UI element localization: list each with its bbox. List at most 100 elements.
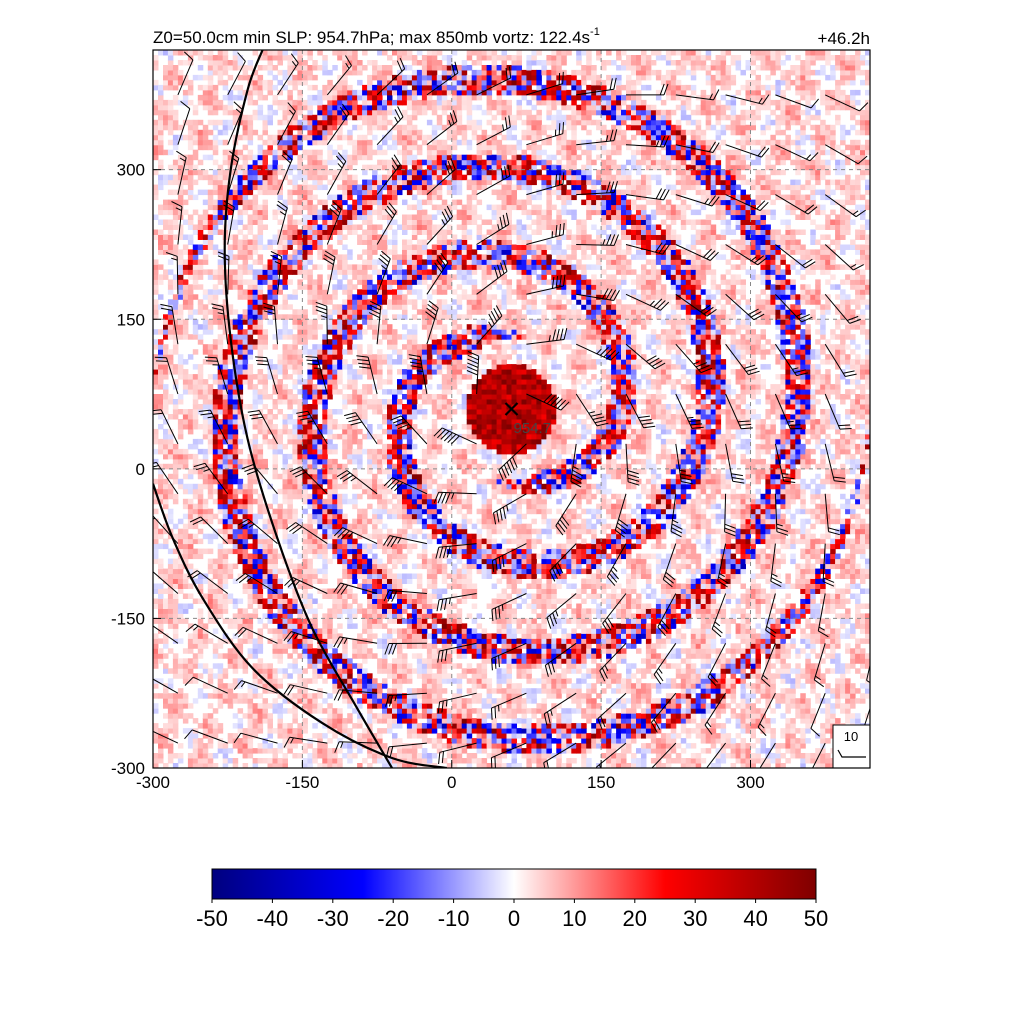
vorticity-cell (222, 419, 229, 425)
vorticity-cell (262, 404, 268, 410)
vorticity-cell (367, 239, 373, 245)
vorticity-cell (337, 538, 343, 545)
vorticity-cell (367, 399, 373, 405)
vorticity-cell (292, 344, 298, 350)
vorticity-cell (247, 708, 254, 714)
vorticity-cell (272, 139, 278, 146)
vorticity-cell (242, 369, 249, 375)
vorticity-cell (222, 354, 229, 360)
vorticity-cell (312, 463, 318, 470)
vorticity-cell (252, 319, 259, 325)
vorticity-cell (397, 438, 403, 445)
vorticity-cell (312, 623, 318, 629)
vorticity-cell (322, 748, 328, 754)
vorticity-cell (177, 74, 184, 81)
vorticity-cell (217, 573, 224, 579)
vorticity-cell (192, 758, 199, 764)
vorticity-cell (153, 548, 159, 555)
vorticity-cell (222, 69, 229, 76)
vorticity-cell (257, 84, 264, 91)
vorticity-cell (317, 214, 323, 220)
vorticity-cell (247, 60, 254, 66)
vorticity-cell (257, 643, 264, 649)
vorticity-cell (207, 438, 214, 445)
vorticity-cell (262, 55, 268, 61)
vorticity-cell (247, 743, 254, 749)
vorticity-cell (382, 414, 388, 420)
vorticity-cell (187, 414, 194, 420)
vorticity-cell (167, 678, 174, 684)
vorticity-cell (352, 269, 358, 275)
vorticity-cell (392, 468, 398, 475)
vorticity-cell (292, 493, 298, 500)
vorticity-cell (257, 159, 264, 166)
vorticity-cell (252, 433, 259, 440)
vorticity-cell (297, 264, 303, 270)
vorticity-cell (312, 264, 318, 270)
vorticity-cell (397, 683, 403, 689)
vorticity-cell (252, 289, 259, 295)
vorticity-cell (153, 304, 159, 310)
vorticity-cell (282, 414, 288, 420)
vorticity-cell (317, 443, 323, 450)
vorticity-cell (247, 698, 254, 704)
vorticity-cell (297, 693, 303, 699)
vorticity-cell (222, 119, 229, 126)
vorticity-cell (392, 124, 398, 131)
vorticity-cell (322, 758, 328, 764)
vorticity-cell (252, 453, 259, 460)
vorticity-cell (392, 179, 398, 186)
vorticity-cell (187, 738, 194, 744)
vorticity-cell (312, 84, 318, 91)
vorticity-cell (322, 124, 328, 131)
vorticity-cell (172, 224, 179, 230)
vorticity-cell (382, 274, 388, 280)
vorticity-cell (222, 319, 229, 325)
vorticity-cell (242, 249, 249, 255)
vorticity-cell (192, 503, 199, 510)
vorticity-cell (292, 164, 298, 171)
vorticity-cell (257, 508, 264, 515)
vorticity-cell (367, 404, 373, 410)
vorticity-cell (202, 723, 209, 729)
vorticity-cell (187, 189, 194, 196)
vorticity-cell (252, 438, 259, 445)
vorticity-cell (252, 214, 259, 220)
vorticity-cell (222, 389, 229, 395)
vorticity-cell (297, 154, 303, 161)
vorticity-cell (222, 698, 229, 704)
vorticity-cell (322, 543, 328, 550)
vorticity-cell (292, 384, 298, 390)
vorticity-cell (287, 723, 293, 729)
vorticity-cell (222, 369, 229, 375)
vorticity-cell (277, 334, 283, 340)
vorticity-cell (217, 543, 224, 550)
vorticity-cell (327, 593, 333, 599)
vorticity-cell (302, 443, 308, 450)
vorticity-cell (367, 374, 373, 380)
vorticity-cell (172, 708, 179, 714)
vorticity-cell (262, 578, 268, 584)
vorticity-cell (172, 568, 179, 575)
vorticity-cell (153, 269, 159, 275)
vorticity-cell (252, 99, 259, 106)
vorticity-cell (347, 264, 353, 270)
vorticity-cell (327, 493, 333, 500)
vorticity-cell (347, 698, 353, 704)
vorticity-cell (177, 274, 184, 280)
vorticity-cell (192, 468, 199, 475)
vorticity-cell (332, 264, 338, 270)
vorticity-cell (163, 65, 169, 71)
vorticity-cell (207, 294, 214, 300)
vorticity-cell (307, 648, 313, 654)
vorticity-cell (337, 279, 343, 285)
vorticity-cell (342, 214, 348, 220)
vorticity-cell (177, 374, 184, 380)
vorticity-cell (352, 104, 358, 111)
vorticity-cell (237, 743, 244, 749)
vorticity-cell (167, 259, 174, 265)
vorticity-cell (347, 129, 353, 136)
vorticity-cell (322, 409, 328, 415)
vorticity-cell (357, 404, 363, 410)
vorticity-cell (322, 573, 328, 579)
